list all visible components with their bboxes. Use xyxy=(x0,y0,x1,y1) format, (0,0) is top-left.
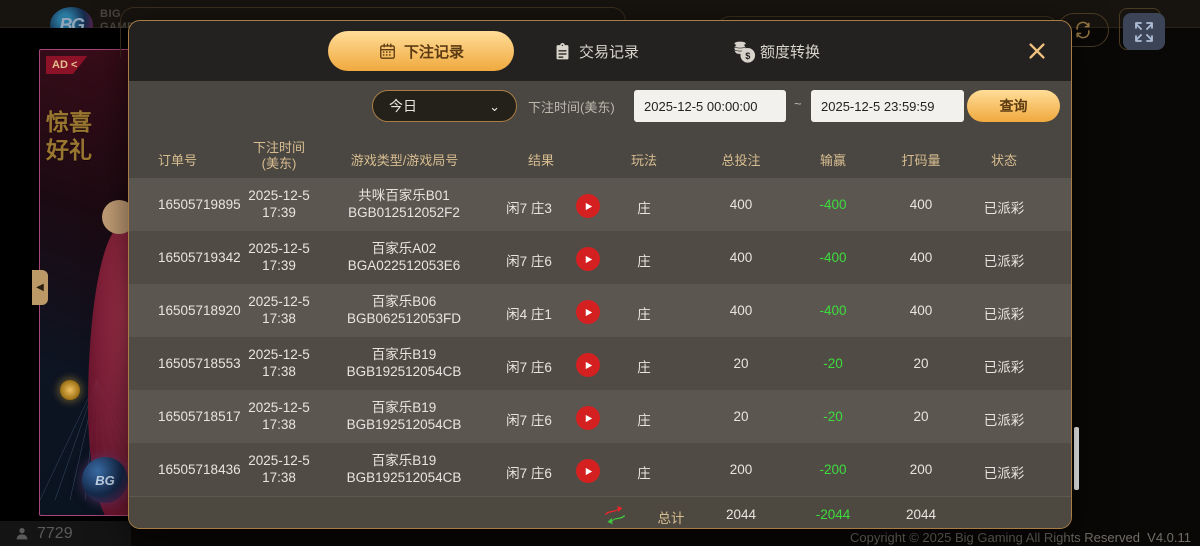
svg-text:$: $ xyxy=(745,50,750,60)
